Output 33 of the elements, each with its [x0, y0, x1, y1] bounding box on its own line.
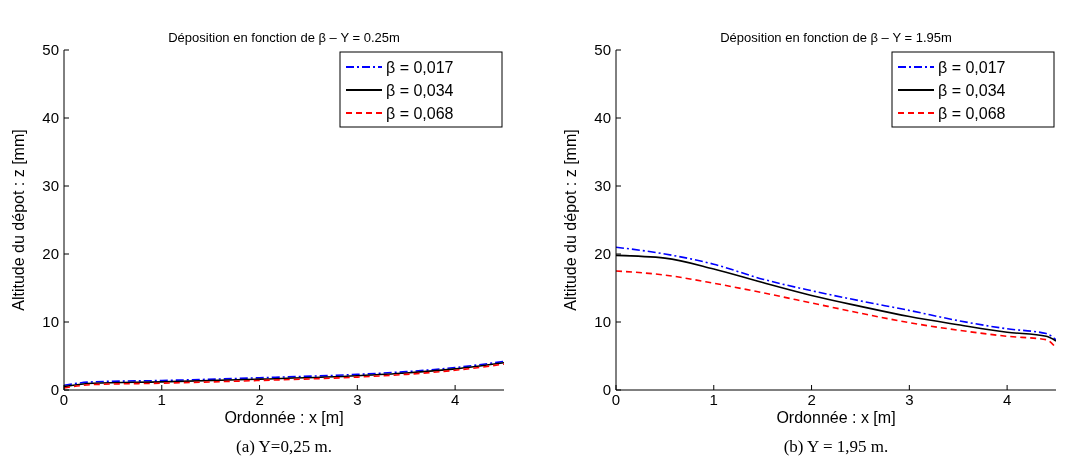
y-tick-label: 10 [42, 313, 59, 330]
y-tick-label: 50 [42, 41, 59, 58]
text: (b) Y = 1,95 m. [783, 437, 889, 456]
line-series [616, 270, 1056, 349]
y-axis-title: Altitude du dépot : z [mm] [10, 129, 27, 311]
x-tick-label: 3 [905, 391, 914, 408]
y-tick-label: 20 [42, 245, 59, 262]
x-axis-title: Ordonnée : x [m] [224, 409, 344, 426]
y-tick-label: 50 [594, 41, 611, 58]
legend-label: β = 0,017 [938, 59, 1006, 76]
legend-label: β = 0,017 [386, 59, 454, 76]
x-tick-label: 3 [353, 391, 362, 408]
x-tick-label: 1 [157, 391, 166, 408]
x-tick-label: 4 [450, 391, 460, 408]
legend-label: β = 0,034 [938, 82, 1006, 99]
y-tick-label: 40 [42, 109, 59, 126]
legend-label: β = 0,068 [386, 105, 454, 122]
y-axis-title: Altitude du dépot : z [mm] [562, 129, 579, 311]
chart-title: Déposition en fonction de β – Y = 1.95m [720, 30, 952, 45]
y-tick-label: 10 [594, 313, 611, 330]
x-tick-label: 1 [709, 391, 718, 408]
x-tick-label: 2 [807, 391, 816, 408]
y-tick-label: 30 [42, 177, 59, 194]
y-tick-label: 40 [594, 109, 611, 126]
y-tick-label: 30 [594, 177, 611, 194]
legend-label: β = 0,068 [938, 105, 1006, 122]
x-tick-label: 4 [1002, 391, 1012, 408]
chart-title: Déposition en fonction de β – Y = 0.25m [168, 30, 400, 45]
x-axis-title: Ordonnée : x [m] [776, 409, 896, 426]
y-tick-label: 20 [594, 245, 611, 262]
legend-label: β = 0,034 [386, 82, 454, 99]
x-tick-label: 2 [255, 391, 264, 408]
text: (a) Y=0,25 m. [236, 437, 332, 456]
